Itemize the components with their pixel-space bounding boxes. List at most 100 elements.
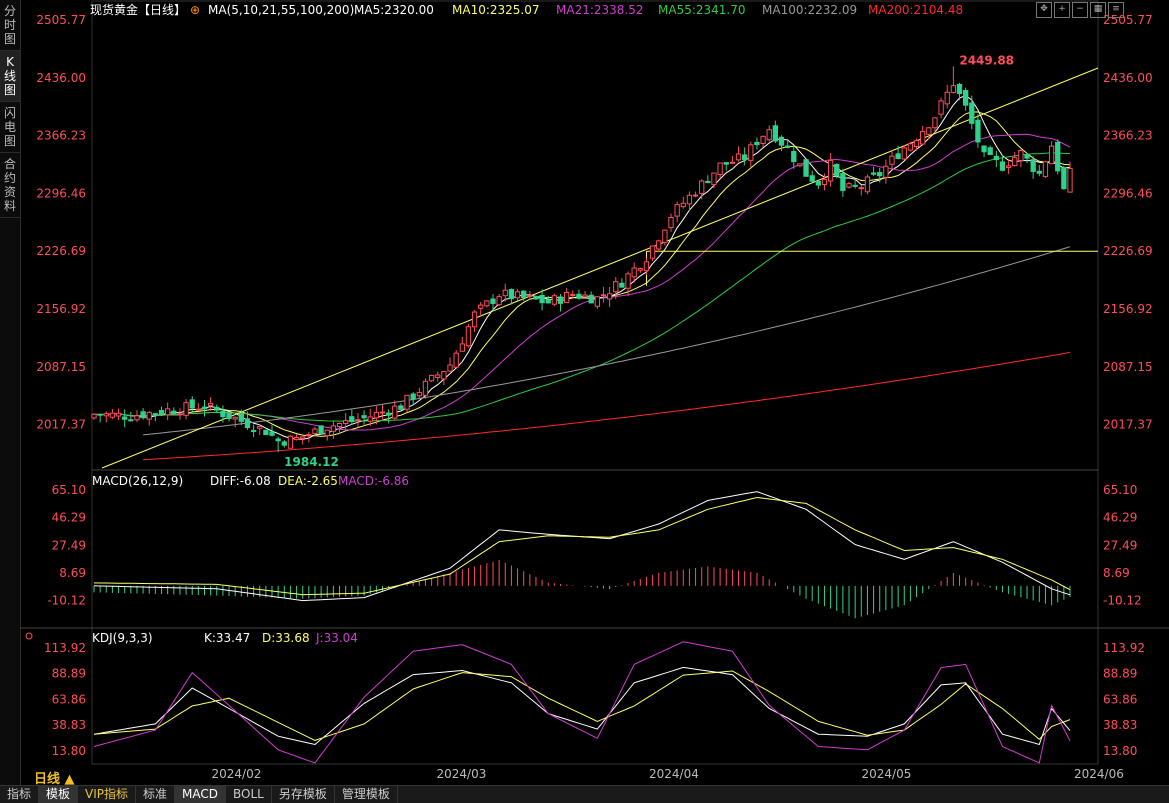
candle-body bbox=[508, 288, 515, 300]
candle-body bbox=[103, 413, 109, 417]
candle-body bbox=[416, 392, 422, 397]
candle-body bbox=[355, 419, 361, 422]
candle-body bbox=[699, 180, 705, 194]
macd-y-tick-right-4: -10.12 bbox=[1103, 594, 1142, 608]
candle-body bbox=[115, 412, 122, 417]
bottom-tab-6[interactable]: 另存模板 bbox=[272, 786, 335, 803]
candle-body bbox=[821, 178, 828, 186]
candle-body bbox=[465, 326, 472, 347]
move-icon[interactable]: ✥ bbox=[1036, 2, 1052, 18]
candle-body bbox=[815, 180, 821, 186]
candle-body bbox=[637, 268, 643, 271]
candle-body bbox=[128, 419, 134, 422]
kdj-settings-icon[interactable] bbox=[25, 632, 33, 640]
candle-body bbox=[656, 240, 662, 250]
candle-body bbox=[901, 147, 907, 160]
candle-body bbox=[643, 261, 650, 272]
y-tick-right-3: 2296.46 bbox=[1103, 186, 1153, 200]
y-tick-left-1: 2436.00 bbox=[36, 71, 86, 85]
zoom-out-icon[interactable]: − bbox=[1072, 2, 1088, 18]
candle-body bbox=[220, 410, 226, 418]
y-tick-left-7: 2017.37 bbox=[36, 418, 86, 432]
candle-body bbox=[913, 140, 920, 148]
candle-body bbox=[950, 85, 957, 93]
y-tick-right-6: 2087.15 bbox=[1103, 360, 1153, 374]
candle-body bbox=[570, 293, 576, 296]
candle-body bbox=[539, 294, 545, 304]
candle-body bbox=[686, 194, 693, 205]
chart-area[interactable]: 2505.77 2505.77 2436.00 2436.00 2366.23 2366.… bbox=[20, 0, 1169, 785]
candle-body bbox=[1030, 159, 1036, 172]
candle-body bbox=[238, 413, 244, 422]
left-tab-0[interactable]: 分时图 bbox=[0, 0, 20, 51]
kdj-y-tick-right-1: 88.89 bbox=[1103, 667, 1137, 681]
macd-y-tick-left-3: 8.69 bbox=[59, 566, 86, 580]
grid-icon[interactable]: ▦ bbox=[1090, 2, 1106, 18]
kdj-y-tick-right-0: 113.92 bbox=[1103, 641, 1145, 655]
period-label[interactable]: 日线 ▲ bbox=[34, 772, 75, 787]
left-tab-3[interactable]: 合约资料 bbox=[0, 153, 20, 218]
macd-diff-label: DIFF:-6.08 bbox=[210, 474, 271, 488]
candle-body bbox=[171, 410, 177, 415]
y-tick-left-0: 2505.77 bbox=[36, 13, 86, 27]
candle-body bbox=[392, 405, 398, 419]
candle-body bbox=[778, 136, 785, 146]
candle-body bbox=[250, 429, 257, 432]
bottom-tab-4[interactable]: MACD bbox=[175, 786, 227, 803]
bottom-tab-bar: 指标 模板 VIP指标 标准 MACD BOLL 另存模板 管理模板 bbox=[0, 785, 1169, 803]
candle-body bbox=[981, 145, 987, 153]
bottom-tab-5[interactable]: BOLL bbox=[226, 786, 272, 803]
candle-body bbox=[244, 418, 251, 429]
kdj-y-tick-left-3: 38.83 bbox=[52, 718, 86, 732]
macd-y-tick-left-4: -10.12 bbox=[47, 594, 86, 608]
candle-body bbox=[962, 90, 969, 106]
header-item-2: MA(5,10,21,55,100,200) bbox=[208, 3, 354, 17]
candle-body bbox=[760, 135, 766, 145]
macd-y-tick-left-1: 46.29 bbox=[52, 511, 86, 525]
candle-body bbox=[999, 161, 1006, 171]
candle-body bbox=[735, 153, 742, 161]
y-tick-right-2: 2366.23 bbox=[1103, 129, 1153, 143]
zoom-in-icon[interactable]: + bbox=[1054, 2, 1070, 18]
macd-dea-line bbox=[93, 496, 1071, 596]
candle-body bbox=[907, 143, 914, 151]
candle-body bbox=[1055, 141, 1061, 172]
candle-body bbox=[146, 411, 152, 420]
candle-body bbox=[152, 413, 159, 416]
kdj-title: KDJ(9,3,3) bbox=[92, 631, 153, 645]
candle-body bbox=[1048, 145, 1055, 165]
bottom-tab-1[interactable]: 模板 bbox=[39, 786, 79, 803]
candle-body bbox=[165, 408, 171, 416]
header-item-6: MA55:2341.70 bbox=[658, 3, 746, 17]
candle-body bbox=[956, 83, 963, 95]
kdj-j-label: J:33.04 bbox=[315, 631, 358, 645]
left-tab-2[interactable]: 闪电图 bbox=[0, 102, 20, 153]
candle-body bbox=[748, 144, 754, 161]
candle-body bbox=[478, 304, 484, 309]
menu-icon[interactable]: ≡ bbox=[1108, 2, 1124, 18]
candle-body bbox=[122, 416, 128, 420]
macd-y-tick-right-3: 8.69 bbox=[1103, 566, 1130, 580]
candle-body bbox=[674, 204, 680, 217]
bottom-tab-3[interactable]: 标准 bbox=[136, 786, 176, 803]
candle-body bbox=[109, 412, 116, 418]
candle-body bbox=[404, 394, 410, 410]
macd-y-tick-right-1: 46.29 bbox=[1103, 511, 1137, 525]
ma10-line bbox=[93, 111, 1071, 437]
kdj-y-tick-left-1: 88.89 bbox=[52, 667, 86, 681]
bottom-tab-2[interactable]: VIP指标 bbox=[78, 786, 137, 803]
ma100-line bbox=[143, 246, 1071, 436]
bottom-tab-0[interactable]: 指标 bbox=[0, 786, 40, 803]
candle-body bbox=[742, 154, 748, 161]
candle-body bbox=[410, 393, 416, 400]
candle-body bbox=[306, 434, 312, 437]
y-tick-left-2: 2366.23 bbox=[36, 129, 86, 143]
candle-body bbox=[281, 441, 287, 446]
candle-body bbox=[1061, 167, 1067, 190]
bottom-tab-7[interactable]: 管理模板 bbox=[335, 786, 398, 803]
candle-body bbox=[993, 155, 999, 161]
candle-body bbox=[533, 295, 539, 300]
header-item-3: MA5:2320.00 bbox=[354, 3, 434, 17]
